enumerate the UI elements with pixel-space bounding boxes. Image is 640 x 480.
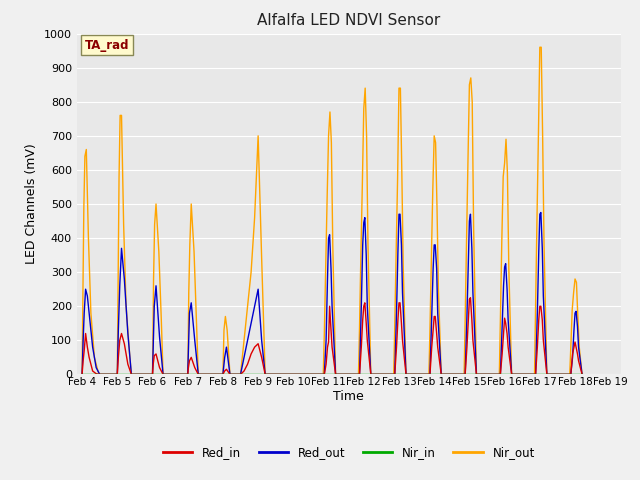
Nir_in xyxy=(461,372,469,377)
Nir_in xyxy=(184,372,191,377)
Nir_in xyxy=(332,372,339,377)
Nir_in xyxy=(472,372,480,377)
Red_in xyxy=(223,366,230,372)
Nir_in xyxy=(195,372,202,377)
Nir_out xyxy=(578,372,586,377)
Red_out xyxy=(191,337,198,343)
Red_out xyxy=(360,220,367,226)
Nir_in xyxy=(497,372,504,377)
Red_out xyxy=(578,372,586,377)
Nir_in xyxy=(508,372,515,377)
Nir_in xyxy=(578,372,586,377)
Red_out xyxy=(543,372,550,377)
Legend: Red_in, Red_out, Nir_in, Nir_out: Red_in, Red_out, Nir_in, Nir_out xyxy=(158,442,540,464)
Nir_in xyxy=(321,372,328,377)
Red_in xyxy=(78,372,86,377)
Nir_in xyxy=(532,372,540,377)
Red_out xyxy=(78,372,86,377)
Nir_in xyxy=(261,372,269,377)
Red_out xyxy=(572,309,580,314)
Nir_out xyxy=(159,372,167,377)
X-axis label: Time: Time xyxy=(333,390,364,403)
Title: Alfalfa LED NDVI Sensor: Alfalfa LED NDVI Sensor xyxy=(257,13,440,28)
Y-axis label: LED Channels (mV): LED Channels (mV) xyxy=(26,144,38,264)
Nir_out xyxy=(536,44,543,50)
Nir_in xyxy=(567,372,575,377)
Nir_in xyxy=(391,372,399,377)
Nir_in xyxy=(237,372,244,377)
Red_in xyxy=(82,331,90,336)
Nir_in xyxy=(402,372,410,377)
Nir_in xyxy=(543,372,550,377)
Nir_in xyxy=(356,372,364,377)
Nir_in xyxy=(219,372,227,377)
Nir_in xyxy=(127,372,135,377)
Red_in xyxy=(360,303,367,309)
Line: Red_in: Red_in xyxy=(82,298,582,374)
Nir_out xyxy=(78,372,86,377)
Text: TA_rad: TA_rad xyxy=(85,39,129,52)
Red_out xyxy=(537,210,545,216)
Nir_in xyxy=(367,372,374,377)
Nir_in xyxy=(148,372,156,377)
Nir_out xyxy=(425,372,433,377)
Nir_in xyxy=(159,372,167,377)
Nir_out xyxy=(573,279,580,285)
Red_in xyxy=(543,372,550,377)
Nir_out xyxy=(221,313,229,319)
Line: Red_out: Red_out xyxy=(82,213,582,374)
Nir_in xyxy=(96,372,104,377)
Nir_out xyxy=(566,372,573,377)
Nir_in xyxy=(226,372,234,377)
Red_in xyxy=(578,372,586,377)
Red_out xyxy=(82,286,90,292)
Nir_in xyxy=(426,372,434,377)
Red_in xyxy=(467,295,474,300)
Red_in xyxy=(572,344,580,350)
Line: Nir_out: Nir_out xyxy=(82,47,582,374)
Red_in xyxy=(191,365,198,371)
Red_out xyxy=(223,344,230,350)
Nir_in xyxy=(78,372,86,377)
Nir_out xyxy=(364,242,372,248)
Nir_in xyxy=(437,372,445,377)
Nir_in xyxy=(113,372,121,377)
